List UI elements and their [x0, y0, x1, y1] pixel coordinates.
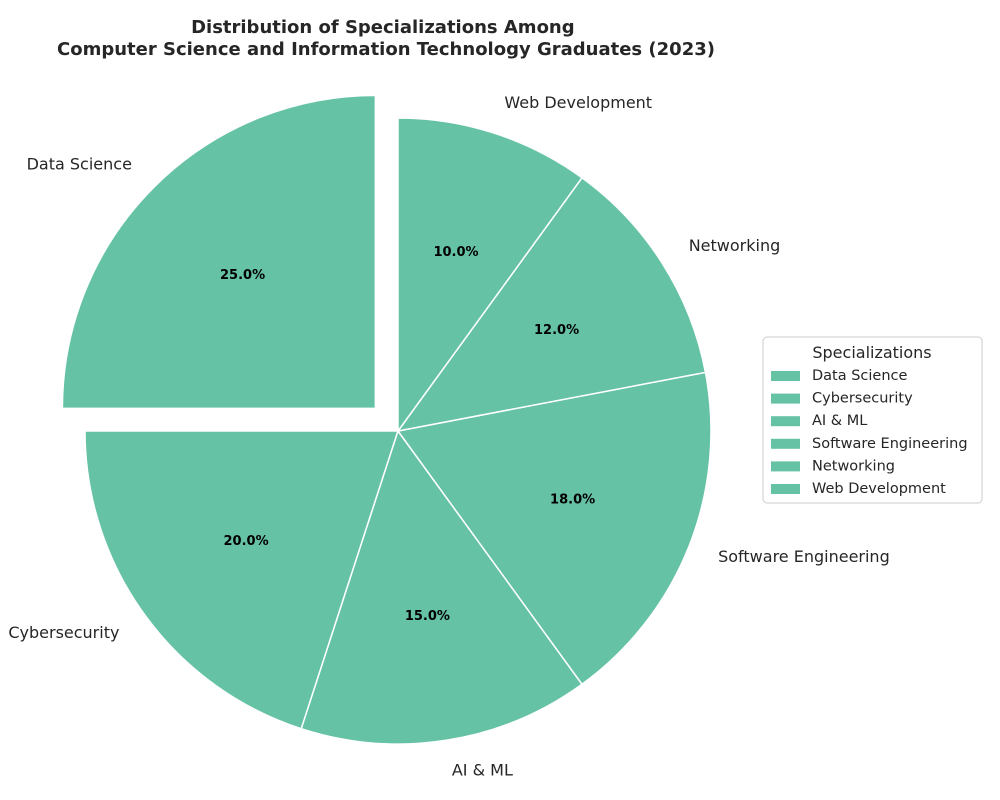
percent-labels: 25.0% 20.0% 15.0% 18.0% 12.0% 10.0% — [220, 245, 595, 624]
legend-label-networking: Networking — [812, 458, 895, 474]
category-label-web-development: Web Development — [504, 93, 652, 112]
percent-label-networking: 12.0% — [534, 323, 579, 338]
percent-label-web-development: 10.0% — [433, 245, 478, 260]
pie-slice-ai-and-ml — [300, 430, 583, 745]
percent-label-ai-and-ml: 15.0% — [405, 609, 450, 624]
legend: Specializations Data Science Cybersecurit… — [762, 336, 983, 504]
legend-title: Specializations — [812, 343, 931, 362]
legend-swatch-data-science — [771, 371, 800, 381]
legend-swatch-web-development — [771, 484, 800, 494]
pie-slice-software-engineering — [397, 371, 712, 685]
legend-label-data-science: Data Science — [812, 368, 908, 384]
category-label-software-engineering: Software Engineering — [718, 547, 890, 566]
legend-label-web-development: Web Development — [812, 481, 946, 497]
legend-box — [762, 336, 983, 504]
percent-label-data-science: 25.0% — [220, 268, 265, 283]
legend-entries: Data Science Cybersecurity AI & ML Software… — [771, 368, 968, 497]
category-label-data-science: Data Science — [27, 154, 132, 173]
legend-swatch-software-engineering — [771, 438, 800, 449]
pie-slice-cybersecurity — [84, 430, 399, 730]
chart-title: Distribution of Specializations Among Co… — [57, 17, 715, 60]
pie-slice-web-development — [397, 117, 583, 432]
legend-label-ai-and-ml: AI & ML — [812, 413, 867, 429]
pie-slice-data-science — [61, 94, 377, 410]
pie-slice-networking — [397, 177, 707, 432]
category-label-ai-and-ml: AI & ML — [452, 761, 513, 780]
category-labels: Data Science Cybersecurity AI & ML Software… — [8, 93, 889, 780]
category-label-cybersecurity: Cybersecurity — [8, 623, 119, 642]
legend-swatch-cybersecurity — [771, 393, 800, 404]
legend-label-cybersecurity: Cybersecurity — [812, 391, 913, 407]
legend-swatch-ai-and-ml — [771, 416, 800, 427]
percent-label-cybersecurity: 20.0% — [224, 534, 269, 549]
percent-label-software-engineering: 18.0% — [550, 493, 595, 508]
legend-label-software-engineering: Software Engineering — [812, 436, 968, 452]
category-label-networking: Networking — [689, 236, 781, 255]
legend-swatch-networking — [771, 461, 800, 472]
pie-slices — [61, 94, 712, 745]
